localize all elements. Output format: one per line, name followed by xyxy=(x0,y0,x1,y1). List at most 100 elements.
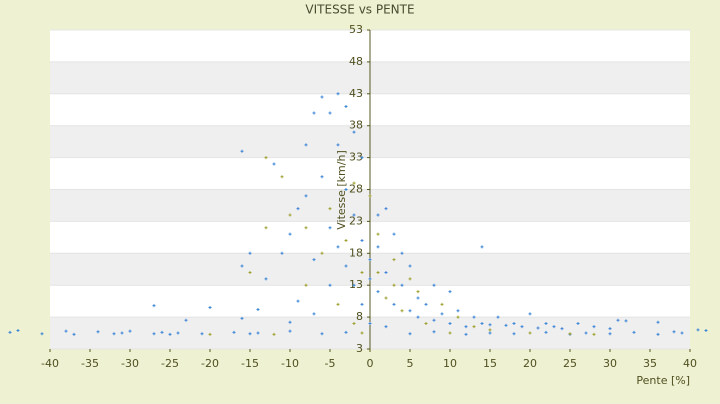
point xyxy=(448,290,452,294)
point xyxy=(392,302,396,306)
x-tick-label: 25 xyxy=(563,357,577,370)
point xyxy=(360,156,364,160)
x-tick-label: 10 xyxy=(443,357,457,370)
point xyxy=(528,312,532,316)
point xyxy=(704,328,708,332)
x-tick-label: -15 xyxy=(241,357,259,370)
point xyxy=(376,245,380,249)
point xyxy=(120,331,124,335)
point xyxy=(616,318,620,322)
point xyxy=(112,332,116,336)
point xyxy=(656,320,660,324)
point xyxy=(240,149,244,153)
point xyxy=(8,330,12,334)
point xyxy=(264,226,268,230)
point xyxy=(288,213,292,217)
point xyxy=(392,283,396,287)
point xyxy=(328,111,332,115)
point xyxy=(496,315,500,319)
point xyxy=(632,330,636,334)
point xyxy=(352,321,356,325)
point xyxy=(376,270,380,274)
x-tick-label: 15 xyxy=(483,357,497,370)
point xyxy=(320,332,324,336)
point xyxy=(384,325,388,329)
x-tick-label: -35 xyxy=(81,357,99,370)
point xyxy=(592,325,596,329)
point xyxy=(264,277,268,281)
point xyxy=(424,302,428,306)
point xyxy=(336,245,340,249)
point xyxy=(392,258,396,262)
point xyxy=(440,302,444,306)
point xyxy=(520,325,524,329)
y-tick-label: 3 xyxy=(356,342,363,355)
point xyxy=(392,232,396,236)
point xyxy=(368,258,372,262)
x-tick-label: -20 xyxy=(201,357,219,370)
point xyxy=(40,332,44,336)
point xyxy=(696,328,700,332)
point xyxy=(280,251,284,255)
point xyxy=(624,319,628,323)
point xyxy=(472,325,476,329)
point xyxy=(456,315,460,319)
point xyxy=(336,143,340,147)
point xyxy=(416,315,420,319)
point xyxy=(272,332,276,336)
y-tick-label: 33 xyxy=(349,151,363,164)
point xyxy=(480,245,484,249)
point xyxy=(592,332,596,336)
point xyxy=(408,277,412,281)
point xyxy=(344,239,348,243)
point xyxy=(128,329,132,333)
point xyxy=(352,130,356,134)
y-tick-label: 23 xyxy=(349,214,363,227)
point xyxy=(552,325,556,329)
point xyxy=(328,226,332,230)
point xyxy=(680,331,684,335)
point xyxy=(408,332,412,336)
point xyxy=(544,321,548,325)
point xyxy=(200,332,204,336)
point xyxy=(408,309,412,313)
point xyxy=(608,327,612,331)
point xyxy=(312,111,316,115)
x-tick-label: -40 xyxy=(41,357,59,370)
x-tick-label: 20 xyxy=(523,357,537,370)
x-tick-label: 40 xyxy=(683,357,697,370)
point xyxy=(352,283,356,287)
point xyxy=(304,226,308,230)
point xyxy=(272,162,276,166)
point xyxy=(280,175,284,179)
point xyxy=(288,329,292,333)
point xyxy=(168,332,172,336)
y-axis-title: Vitesse [km/h] xyxy=(335,150,348,230)
point xyxy=(376,232,380,236)
point xyxy=(656,332,660,336)
point xyxy=(432,283,436,287)
point xyxy=(336,92,340,96)
point xyxy=(152,332,156,336)
point xyxy=(248,332,252,336)
point xyxy=(472,315,476,319)
y-tick-label: 38 xyxy=(349,119,363,132)
point xyxy=(288,320,292,324)
x-tick-label: -25 xyxy=(161,357,179,370)
point xyxy=(256,307,260,311)
point xyxy=(384,296,388,300)
point xyxy=(288,232,292,236)
point xyxy=(456,309,460,313)
point xyxy=(440,312,444,316)
point xyxy=(152,304,156,308)
point xyxy=(208,332,212,336)
point xyxy=(416,290,420,294)
point xyxy=(384,270,388,274)
point xyxy=(320,95,324,99)
y-tick-label: 13 xyxy=(349,278,363,291)
point xyxy=(432,330,436,334)
point xyxy=(432,318,436,322)
point xyxy=(360,331,364,335)
